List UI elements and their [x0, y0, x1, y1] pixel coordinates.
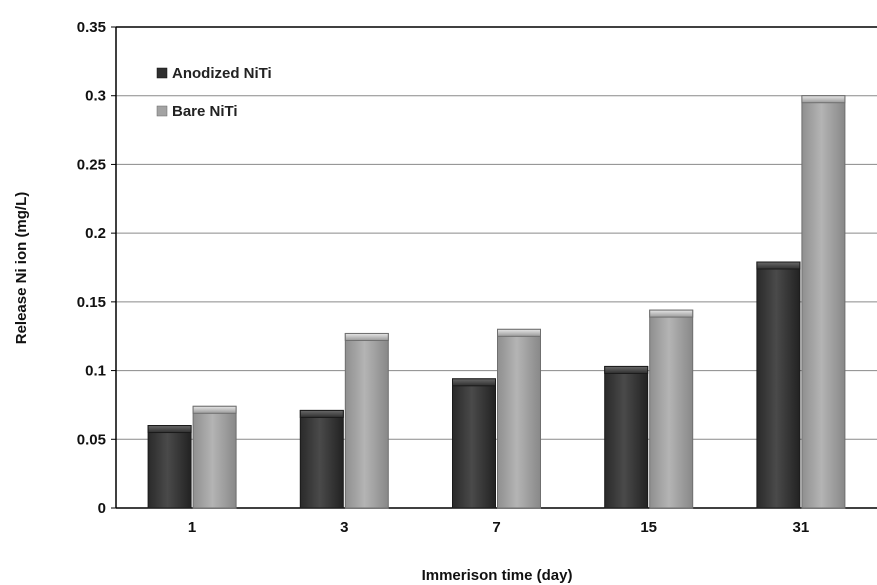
bar-bare-niti-3	[344, 332, 389, 509]
bar-body	[649, 309, 694, 509]
x-tick-label: 7	[492, 519, 500, 536]
legend-label-anodized: Anodized NiTi	[172, 65, 272, 82]
y-tick-labels: 0 0.05 0.1 0.15 0.2 0.25 0.3 0.35	[77, 19, 106, 517]
x-axis-title: Immerison time (day)	[422, 567, 573, 584]
x-tick-labels: 1 3 7 15 31	[188, 519, 809, 536]
grid-lines	[111, 26, 877, 509]
bar-bare-niti-31	[801, 95, 846, 509]
bar-cap	[299, 409, 344, 418]
legend: Anodized NiTi Bare NiTi	[156, 65, 272, 120]
bar-body	[299, 409, 344, 509]
bar-body	[344, 332, 389, 509]
bar-cap	[801, 95, 846, 104]
bar-bare-niti-1	[192, 405, 237, 509]
x-tick-label: 1	[188, 519, 196, 536]
bar-cap	[604, 365, 649, 374]
y-tick-label: 0.35	[77, 19, 106, 36]
bar-body	[452, 378, 496, 509]
bar-anodized-niti-3	[299, 409, 344, 509]
bar-cap	[192, 405, 237, 414]
y-tick-label: 0	[98, 500, 106, 517]
bar-body	[801, 95, 846, 509]
y-tick-label: 0.15	[77, 294, 106, 311]
bar-cap	[497, 328, 541, 337]
bar-cap	[756, 261, 801, 270]
bar-bare-niti-7	[497, 328, 541, 509]
bar-anodized-niti-15	[604, 365, 649, 509]
x-tick-label: 31	[793, 519, 810, 536]
bar-body	[604, 365, 649, 509]
bar-body	[147, 425, 192, 509]
bar-body	[497, 328, 541, 509]
legend-label-bare: Bare NiTi	[172, 103, 238, 120]
bars	[147, 95, 846, 509]
y-tick-label: 0.05	[77, 431, 106, 448]
y-axis-title: Release Ni ion (mg/L)	[13, 192, 30, 345]
bar-anodized-niti-7	[452, 378, 496, 509]
x-tick-label: 15	[640, 519, 657, 536]
bar-cap	[344, 332, 389, 341]
bar-cap	[649, 309, 694, 318]
legend-swatch-bare	[156, 105, 168, 117]
bar-body	[756, 261, 801, 509]
bar-anodized-niti-31	[756, 261, 801, 509]
y-tick-label: 0.3	[85, 88, 106, 105]
y-tick-label: 0.2	[85, 225, 106, 242]
bar-cap	[452, 378, 496, 387]
bar-anodized-niti-1	[147, 425, 192, 509]
y-tick-label: 0.25	[77, 156, 106, 173]
bar-bare-niti-15	[649, 309, 694, 509]
y-tick-label: 0.1	[85, 363, 106, 380]
legend-swatch-anodized	[156, 67, 168, 79]
bar-cap	[147, 425, 192, 434]
plot-area	[116, 27, 877, 508]
x-tick-label: 3	[340, 519, 348, 536]
bar-body	[192, 405, 237, 509]
